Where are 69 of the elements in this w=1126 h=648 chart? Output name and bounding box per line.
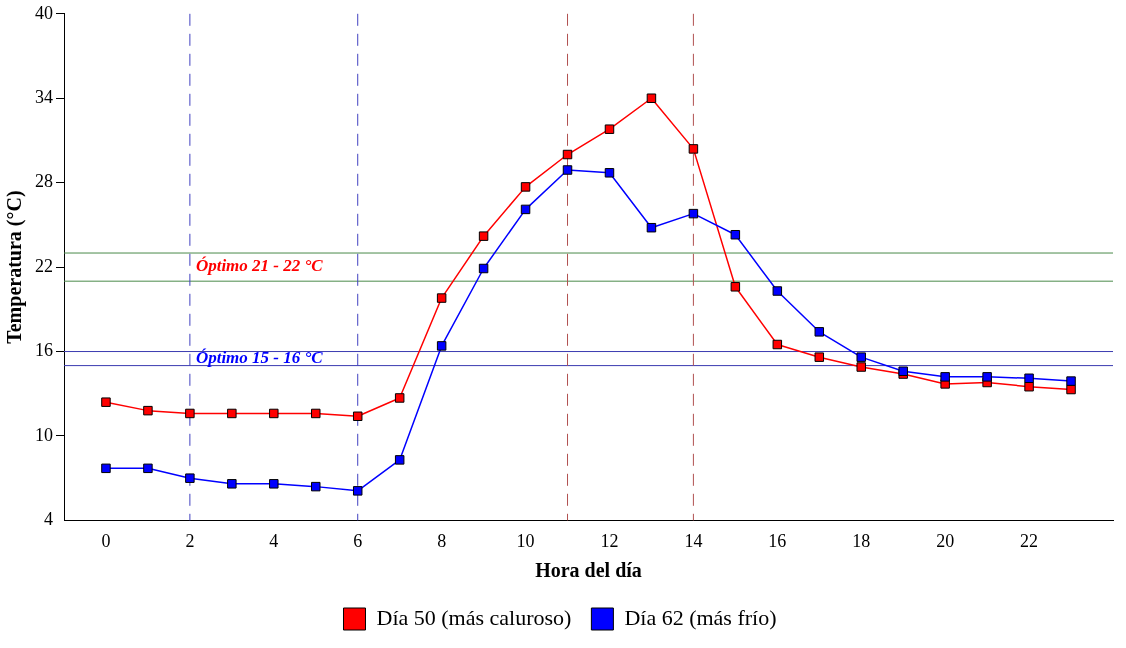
annotation: Óptimo 21 - 22 °C bbox=[195, 256, 324, 276]
point bbox=[688, 144, 699, 154]
legend-label: Día 62 (más frío) bbox=[624, 604, 777, 630]
point bbox=[478, 231, 489, 241]
point bbox=[436, 341, 447, 351]
point bbox=[814, 352, 825, 362]
point bbox=[143, 463, 153, 474]
point bbox=[227, 479, 237, 489]
point bbox=[940, 372, 950, 382]
point bbox=[1066, 384, 1076, 395]
x-tick-label: 14 bbox=[684, 530, 703, 551]
x-tick-label: 2 bbox=[185, 530, 195, 551]
point bbox=[227, 408, 237, 419]
x-tick-label: 6 bbox=[353, 530, 363, 551]
x-tick-label: 20 bbox=[936, 530, 955, 551]
x-tick-label: 8 bbox=[437, 530, 447, 551]
point bbox=[352, 411, 363, 422]
point bbox=[101, 463, 111, 474]
point bbox=[772, 339, 783, 350]
point bbox=[185, 473, 195, 483]
x-tick-label: 18 bbox=[852, 530, 871, 551]
point bbox=[856, 352, 866, 362]
point bbox=[394, 455, 405, 465]
point bbox=[604, 168, 615, 178]
point bbox=[604, 124, 615, 134]
point bbox=[1024, 373, 1034, 384]
point bbox=[311, 481, 321, 492]
point bbox=[646, 93, 657, 103]
point bbox=[394, 393, 405, 403]
point bbox=[814, 327, 825, 337]
y-tick-label: 4 bbox=[44, 509, 53, 530]
point bbox=[143, 405, 153, 416]
point bbox=[562, 165, 573, 175]
x-tick-label: 22 bbox=[1020, 530, 1039, 551]
point bbox=[730, 282, 741, 292]
point bbox=[562, 149, 573, 160]
point bbox=[1066, 376, 1076, 386]
point bbox=[478, 263, 489, 274]
point bbox=[730, 229, 741, 240]
y-tick-label: 22 bbox=[35, 255, 53, 276]
point bbox=[772, 286, 783, 296]
x-tick-label: 0 bbox=[101, 530, 111, 551]
point bbox=[269, 408, 279, 419]
point bbox=[520, 182, 531, 192]
x-tick-label: 10 bbox=[516, 530, 535, 551]
x-tick-label: 4 bbox=[269, 530, 279, 551]
y-tick-label: 40 bbox=[35, 2, 53, 23]
y-tick-label: 28 bbox=[35, 171, 53, 192]
annotation: Óptimo 15 - 16 °C bbox=[195, 347, 324, 367]
y-tick-label: 16 bbox=[35, 340, 53, 361]
y-tick-label: 10 bbox=[35, 424, 53, 445]
point bbox=[311, 408, 321, 419]
point bbox=[101, 397, 111, 407]
point bbox=[688, 208, 699, 219]
point bbox=[646, 222, 657, 233]
x-tick-label: 16 bbox=[768, 530, 787, 551]
point bbox=[269, 479, 279, 489]
point bbox=[520, 204, 531, 215]
y-axis-title: Temperatura (°C) bbox=[3, 190, 27, 344]
y-tick-label: 34 bbox=[35, 86, 53, 107]
point bbox=[856, 362, 866, 372]
legend-label: Día 50 (más caluroso) bbox=[376, 604, 572, 630]
point bbox=[185, 408, 195, 419]
point bbox=[1024, 381, 1034, 392]
point bbox=[982, 372, 992, 382]
x-tick-label: 12 bbox=[600, 530, 619, 551]
point bbox=[352, 486, 363, 496]
point bbox=[436, 293, 447, 303]
x-axis-title: Hora del día bbox=[535, 559, 642, 582]
